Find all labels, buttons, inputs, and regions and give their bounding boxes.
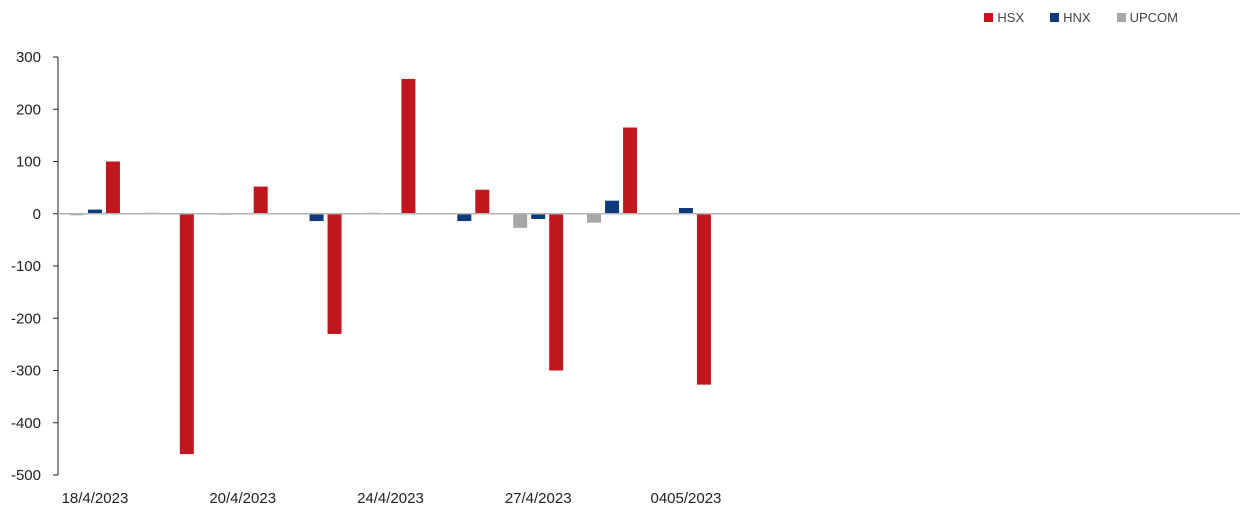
y-tick-label: 200 — [16, 101, 41, 118]
bar-hnx-3 — [309, 213, 324, 222]
legend-swatch-upcom — [1116, 13, 1126, 22]
y-tick-label: -200 — [11, 310, 41, 327]
bar-hsx-1 — [179, 213, 194, 455]
bar-hnx-7 — [605, 200, 620, 214]
legend-label-upcom: UPCOM — [1129, 10, 1178, 25]
bar-hnx-5 — [457, 213, 472, 222]
legend-item-upcom[interactable]: UPCOM — [1116, 10, 1178, 25]
bar-hnx-0 — [87, 209, 102, 214]
bar-upcom-6 — [513, 213, 528, 228]
x-tick-label: 20/4/2023 — [209, 490, 276, 506]
legend-label-hnx: HNX — [1063, 10, 1091, 25]
legend-swatch-hsx — [984, 13, 994, 22]
y-tick-label: 0 — [33, 206, 41, 223]
bar-upcom-7 — [587, 213, 602, 223]
bar-hsx-2 — [253, 186, 268, 214]
x-tick-label: 27/4/2023 — [505, 490, 572, 506]
bar-hsx-4 — [401, 78, 416, 214]
bar-hsx-3 — [327, 213, 342, 334]
bar-hsx-8 — [696, 213, 711, 385]
bar-hsx-6 — [549, 213, 564, 371]
bar-upcom-0 — [69, 213, 84, 216]
legend-item-hsx[interactable]: HSX — [984, 10, 1024, 25]
bar-hnx-8 — [678, 208, 693, 214]
legend-label-hsx: HSX — [997, 10, 1025, 25]
y-tick-label: 300 — [16, 49, 41, 66]
legend-item-hnx[interactable]: HNX — [1050, 10, 1091, 25]
x-tick-label: 0405/2023 — [650, 490, 721, 506]
bar-hsx-7 — [623, 127, 638, 214]
bar-hsx-5 — [475, 189, 490, 214]
y-tick-label: 100 — [16, 154, 41, 171]
bar-hnx-6 — [531, 213, 546, 219]
x-tick-label: 24/4/2023 — [357, 490, 424, 506]
legend-swatch-hnx — [1050, 13, 1060, 22]
y-tick-label: -500 — [11, 467, 41, 484]
y-tick-label: -400 — [11, 415, 41, 432]
legend: HSX HNX UPCOM — [984, 10, 1178, 25]
y-tick-label: -300 — [11, 363, 41, 380]
x-tick-label: 18/4/2023 — [62, 490, 129, 506]
y-tick-label: -100 — [11, 258, 41, 275]
bar-hsx-0 — [105, 161, 120, 214]
